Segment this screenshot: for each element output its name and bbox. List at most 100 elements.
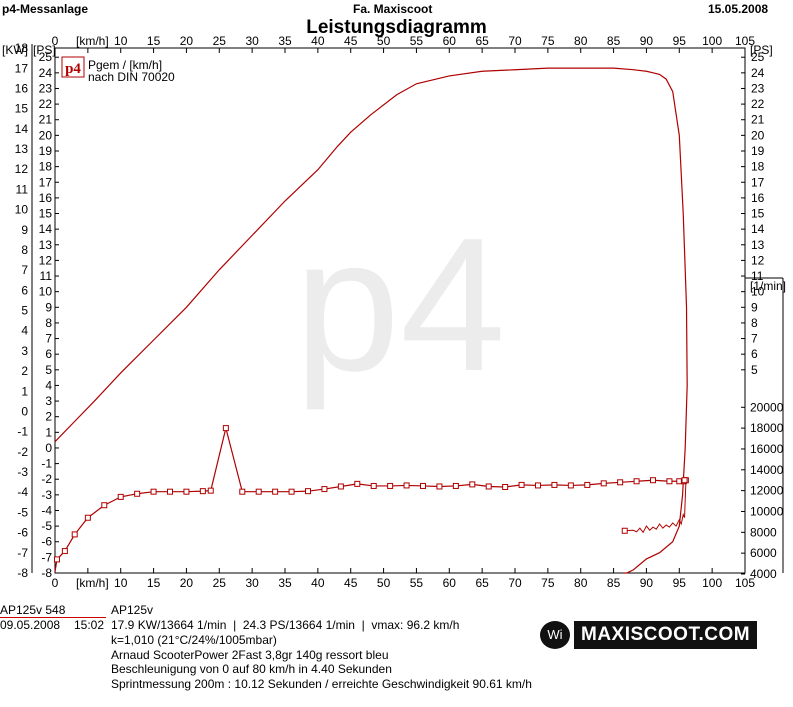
rpm-marker [518, 481, 525, 488]
ps-tick-label-left: 7 [45, 332, 52, 346]
ps-tick-label-left: 4 [45, 378, 52, 392]
rpm-marker [600, 480, 607, 487]
x-tick-label-top: 40 [311, 34, 325, 48]
rpm-marker [53, 556, 60, 563]
legend-pgem: Pgem / [km/h] [88, 58, 163, 72]
x-tick-label-bottom: 70 [508, 576, 522, 590]
kw-tick-label: -8 [17, 566, 28, 580]
kw-tick-label: 2 [21, 364, 28, 378]
rpm-marker [321, 486, 328, 493]
x-tick-label-top: 85 [607, 34, 621, 48]
ps-axis-label-right: [PS] [750, 43, 773, 57]
ps-tick-label-left: 22 [39, 97, 53, 111]
rpm-marker [354, 480, 361, 487]
footer-sprint: Sprintmessung 200m : 10.12 Sekunden / er… [111, 677, 532, 691]
x-tick-label-top: 75 [541, 34, 555, 48]
rpm-marker [167, 488, 173, 495]
ps-tick-label-left: 13 [39, 238, 53, 252]
rpm-marker [681, 477, 688, 484]
power-chart: p400101015152020252530303535404045455050… [2, 34, 786, 590]
ps-tick-label-left: -7 [41, 550, 52, 564]
rpm-marker [387, 482, 394, 489]
header-date: 15.05.2008 [708, 2, 769, 16]
kw-tick-label: 13 [15, 142, 29, 156]
kw-tick-label: -6 [17, 526, 28, 540]
rpm-marker [84, 514, 91, 521]
x-tick-label-bottom: 10 [114, 576, 128, 590]
ps-tick-label-left: 3 [45, 394, 52, 408]
x-tick-label-top: 55 [410, 34, 424, 48]
ps-tick-label-right: 25 [751, 50, 765, 64]
ps-tick-label-left: 10 [39, 285, 53, 299]
x-tick-label-bottom: 25 [213, 576, 227, 590]
ps-tick-label-left: -8 [41, 566, 52, 580]
pgem-line [54, 67, 688, 574]
ps-tick-label-left: 17 [39, 175, 53, 189]
header-center: Fa. Maxiscoot [353, 2, 433, 16]
x-tick-label-bottom: 40 [311, 576, 325, 590]
x-tick-label-top: 90 [640, 34, 654, 48]
kw-tick-label: -3 [17, 465, 28, 479]
rpm-marker [117, 493, 124, 500]
ps-tick-label-left: 5 [45, 363, 52, 377]
ps-tick-label-left: 18 [39, 160, 53, 174]
rpm-rundown-line [623, 482, 687, 534]
kw-tick-label: 9 [21, 223, 28, 237]
footer-name: AP125v [111, 603, 154, 617]
kw-tick-label: 17 [15, 61, 29, 75]
footer-accel: Beschleunigung von 0 auf 80 km/h in 4.40… [111, 662, 392, 676]
rpm-marker [617, 479, 624, 486]
kw-tick-label: 15 [15, 102, 29, 116]
rpm-marker [584, 481, 591, 488]
kw-axis-label: [KW] [2, 43, 28, 57]
x-tick-label-bottom: 100 [702, 576, 722, 590]
ps-tick-label-left: -5 [41, 519, 52, 533]
kw-tick-label: 8 [21, 243, 28, 257]
ps-tick-label-right: 23 [751, 81, 765, 95]
x-tick-label-bottom: 50 [377, 576, 391, 590]
maxiscoot-logo-text: MAXISCOOT.COM [574, 621, 758, 649]
x-tick-label-bottom: 45 [344, 576, 358, 590]
rpm-marker [666, 478, 673, 485]
kw-tick-label: 6 [21, 283, 28, 297]
kw-tick-label: 3 [21, 344, 28, 358]
legend-din: nach DIN 70020 [88, 70, 175, 84]
x-tick-label-top: 25 [213, 34, 227, 48]
rpm-marker [222, 425, 229, 432]
x-tick-label-bottom: 15 [147, 576, 161, 590]
x-tick-label-top: 15 [147, 34, 161, 48]
ps-tick-label-left: 20 [39, 128, 53, 142]
rpm-line [54, 427, 687, 573]
ps-tick-label-right: 20 [751, 128, 765, 142]
ps-tick-label-left: 6 [45, 347, 52, 361]
rpm-marker [420, 482, 426, 489]
x-tick-label-top: 100 [702, 34, 722, 48]
footer-time: 15:02 [74, 618, 105, 632]
legend-logo-text: p4 [65, 61, 81, 77]
x-tick-label-top: 35 [278, 34, 292, 48]
ps-tick-label-right: 22 [751, 97, 765, 111]
rpm-tick-label: 14000 [750, 463, 784, 477]
ps-tick-label-left: 25 [39, 50, 53, 64]
ps-tick-label-right: 6 [751, 347, 758, 361]
footer-date: 09.05.2008 [0, 618, 61, 632]
rpm-tick-label: 6000 [750, 546, 777, 560]
footer-correction: k=1,010 (21°C/24%/1005mbar) [111, 633, 277, 647]
x-tick-label-bottom: 75 [541, 576, 555, 590]
rpm-tick-label: 8000 [750, 525, 777, 539]
header-left: p4-Messanlage [2, 2, 89, 16]
x-tick-label-top: 45 [344, 34, 358, 48]
x-tick-label-bottom: 105 [735, 576, 755, 590]
rpm-marker [502, 483, 509, 490]
ps-tick-label-right: 10 [751, 285, 765, 299]
x-tick-label-top: 65 [475, 34, 489, 48]
x-tick-label-top: 0 [52, 34, 59, 48]
ps-tick-label-right: 17 [751, 175, 765, 189]
kw-tick-label: 18 [15, 41, 29, 55]
x-tick-label-bottom: 95 [673, 576, 687, 590]
x-tick-label-top: 30 [245, 34, 259, 48]
x-tick-label-top: 50 [377, 34, 391, 48]
ps-tick-label-right: 18 [751, 160, 765, 174]
rpm-marker [71, 531, 78, 538]
ps-tick-label-left: 12 [39, 253, 53, 267]
